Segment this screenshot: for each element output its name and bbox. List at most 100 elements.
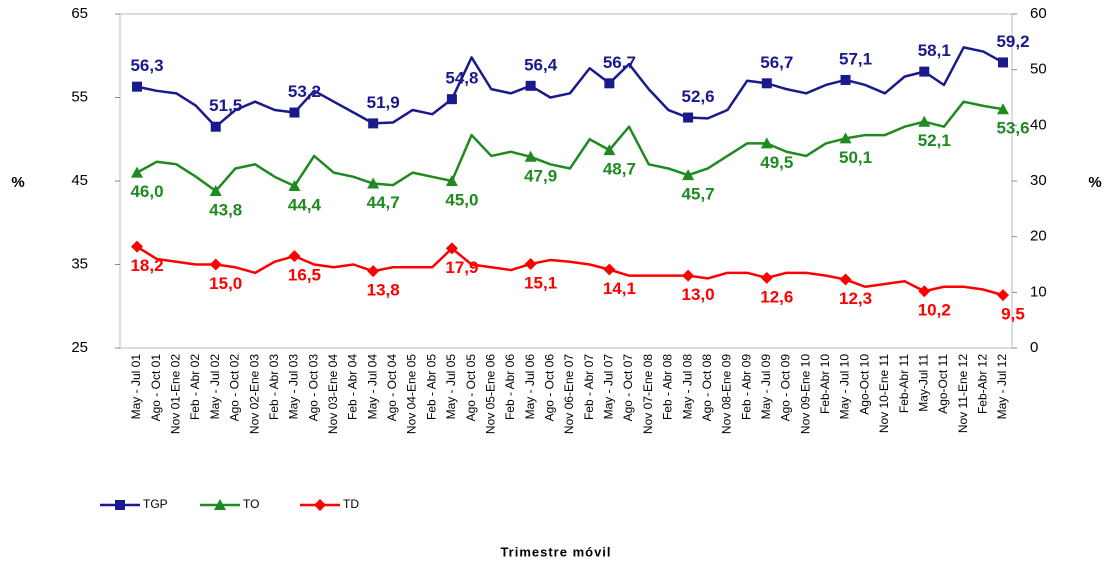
data-label: 9,5 bbox=[1001, 305, 1025, 324]
point-marker bbox=[209, 185, 222, 197]
point-marker bbox=[682, 269, 695, 282]
data-label: 47,9 bbox=[524, 166, 557, 185]
point-marker bbox=[368, 118, 379, 129]
data-label: 56,4 bbox=[524, 55, 558, 74]
y2-tick-label: 60 bbox=[1030, 5, 1047, 22]
y2-tick-label: 30 bbox=[1030, 172, 1047, 189]
point-marker bbox=[604, 78, 615, 89]
point-marker bbox=[524, 257, 537, 270]
point-marker bbox=[998, 57, 1008, 68]
point-marker bbox=[997, 289, 1009, 302]
point-marker bbox=[997, 103, 1009, 115]
x-tick-label: May - Jul 09 bbox=[759, 354, 773, 420]
point-marker bbox=[445, 175, 458, 186]
data-label: 15,1 bbox=[524, 273, 557, 292]
x-tick-label: May - Jul 06 bbox=[523, 354, 537, 420]
data-label: 45,0 bbox=[445, 190, 478, 209]
point-marker bbox=[918, 115, 931, 127]
legend-label: TD bbox=[343, 497, 359, 511]
point-marker bbox=[131, 240, 143, 253]
data-label: 54,8 bbox=[445, 69, 478, 88]
x-tick-label: Feb-Abr 10 bbox=[818, 354, 832, 414]
data-label: 44,7 bbox=[367, 193, 400, 212]
point-marker bbox=[603, 263, 616, 276]
x-tick-label: Ago - Oct 08 bbox=[700, 354, 714, 422]
data-label: 13,0 bbox=[682, 285, 715, 304]
legend-label: TGP bbox=[143, 497, 168, 511]
data-label: 51,9 bbox=[367, 93, 400, 112]
y2-tick-label: 10 bbox=[1030, 283, 1047, 300]
point-marker bbox=[132, 81, 142, 92]
data-label: 58,1 bbox=[918, 41, 951, 60]
x-tick-label: Nov 01-Ene 02 bbox=[169, 354, 183, 434]
x-tick-label: May - Jul 08 bbox=[680, 354, 694, 420]
point-marker bbox=[683, 112, 694, 123]
x-tick-label: Ago - Oct 07 bbox=[621, 354, 635, 422]
x-tick-label: May - Jul 01 bbox=[129, 354, 143, 420]
data-label: 10,2 bbox=[918, 301, 951, 320]
x-tick-label: May-Jul 11 bbox=[916, 354, 930, 412]
x-tick-label: Nov 04-Ene 05 bbox=[405, 354, 419, 434]
x-tick-label: May - Jul 12 bbox=[995, 354, 1009, 420]
data-label: 16,5 bbox=[288, 266, 321, 285]
point-marker bbox=[209, 258, 222, 271]
x-tick-label: Feb - Abr 04 bbox=[346, 354, 360, 420]
x-tick-label: May - Jul 04 bbox=[365, 354, 379, 420]
x-tick-label: Ago - Oct 05 bbox=[464, 354, 478, 422]
legend-marker bbox=[115, 500, 125, 510]
legend-label: TO bbox=[243, 497, 259, 511]
x-tick-label: May - Jul 07 bbox=[602, 354, 616, 420]
plot-frame bbox=[119, 13, 1013, 349]
data-label: 50,1 bbox=[839, 148, 872, 167]
data-label: 12,3 bbox=[839, 289, 872, 308]
data-label: 51,5 bbox=[209, 96, 242, 115]
data-label: 57,1 bbox=[839, 49, 872, 68]
series-line bbox=[136, 46, 1004, 128]
data-label: 18,2 bbox=[130, 256, 163, 275]
data-label: 46,0 bbox=[130, 182, 163, 201]
x-tick-label: Feb-Abr 11 bbox=[897, 354, 911, 413]
data-label: 53,6 bbox=[996, 119, 1029, 138]
x-tick-label: Ago - Oct 09 bbox=[779, 354, 793, 422]
x-tick-label: Ago - Oct 04 bbox=[385, 354, 399, 422]
x-tick-label: Feb - Abr 08 bbox=[661, 354, 675, 420]
data-label: 45,7 bbox=[682, 185, 715, 204]
point-marker bbox=[289, 107, 300, 118]
x-tick-label: Nov 07-Ene 08 bbox=[641, 354, 655, 434]
point-marker bbox=[446, 94, 457, 105]
legend-marker bbox=[314, 499, 326, 511]
point-marker bbox=[918, 285, 931, 298]
point-marker bbox=[367, 265, 380, 278]
legend-marker bbox=[214, 499, 226, 510]
x-tick-label: Ago - Oct 02 bbox=[228, 354, 242, 422]
point-marker bbox=[839, 273, 852, 286]
point-marker bbox=[839, 132, 852, 144]
x-tick-label: Nov 08-Ene 09 bbox=[720, 354, 734, 434]
y2-tick-label: 20 bbox=[1030, 228, 1047, 245]
x-tick-label: May - Jul 02 bbox=[208, 354, 222, 420]
point-marker bbox=[288, 180, 301, 192]
y2-tick-label: 0 bbox=[1030, 339, 1038, 356]
x-tick-label: Nov 06-Ene 07 bbox=[562, 354, 576, 434]
point-marker bbox=[445, 242, 458, 255]
data-label: 56,7 bbox=[760, 53, 793, 72]
x-tick-label: Ago - Oct 03 bbox=[306, 354, 320, 422]
y-tick-label: 65 bbox=[71, 5, 88, 22]
data-label: 56,3 bbox=[130, 56, 163, 75]
x-tick-label: May - Jul 05 bbox=[444, 354, 458, 420]
point-marker bbox=[210, 121, 221, 132]
y-tick-label: 55 bbox=[71, 88, 88, 105]
data-label: 56,7 bbox=[603, 53, 636, 72]
x-tick-label: Ago-Oct 11 bbox=[936, 354, 950, 414]
x-tick-label: Nov 05-Ene 06 bbox=[483, 354, 497, 434]
y2-tick-label: 50 bbox=[1030, 61, 1047, 78]
point-marker bbox=[919, 66, 930, 77]
y2-tick-label: 40 bbox=[1030, 116, 1047, 133]
point-marker bbox=[367, 177, 380, 189]
data-label: 14,1 bbox=[603, 279, 636, 298]
x-tick-label: Ago-Oct 10 bbox=[857, 354, 871, 415]
point-marker bbox=[131, 166, 143, 178]
point-marker bbox=[288, 250, 301, 263]
x-tick-label: Ago - Oct 06 bbox=[542, 354, 556, 422]
